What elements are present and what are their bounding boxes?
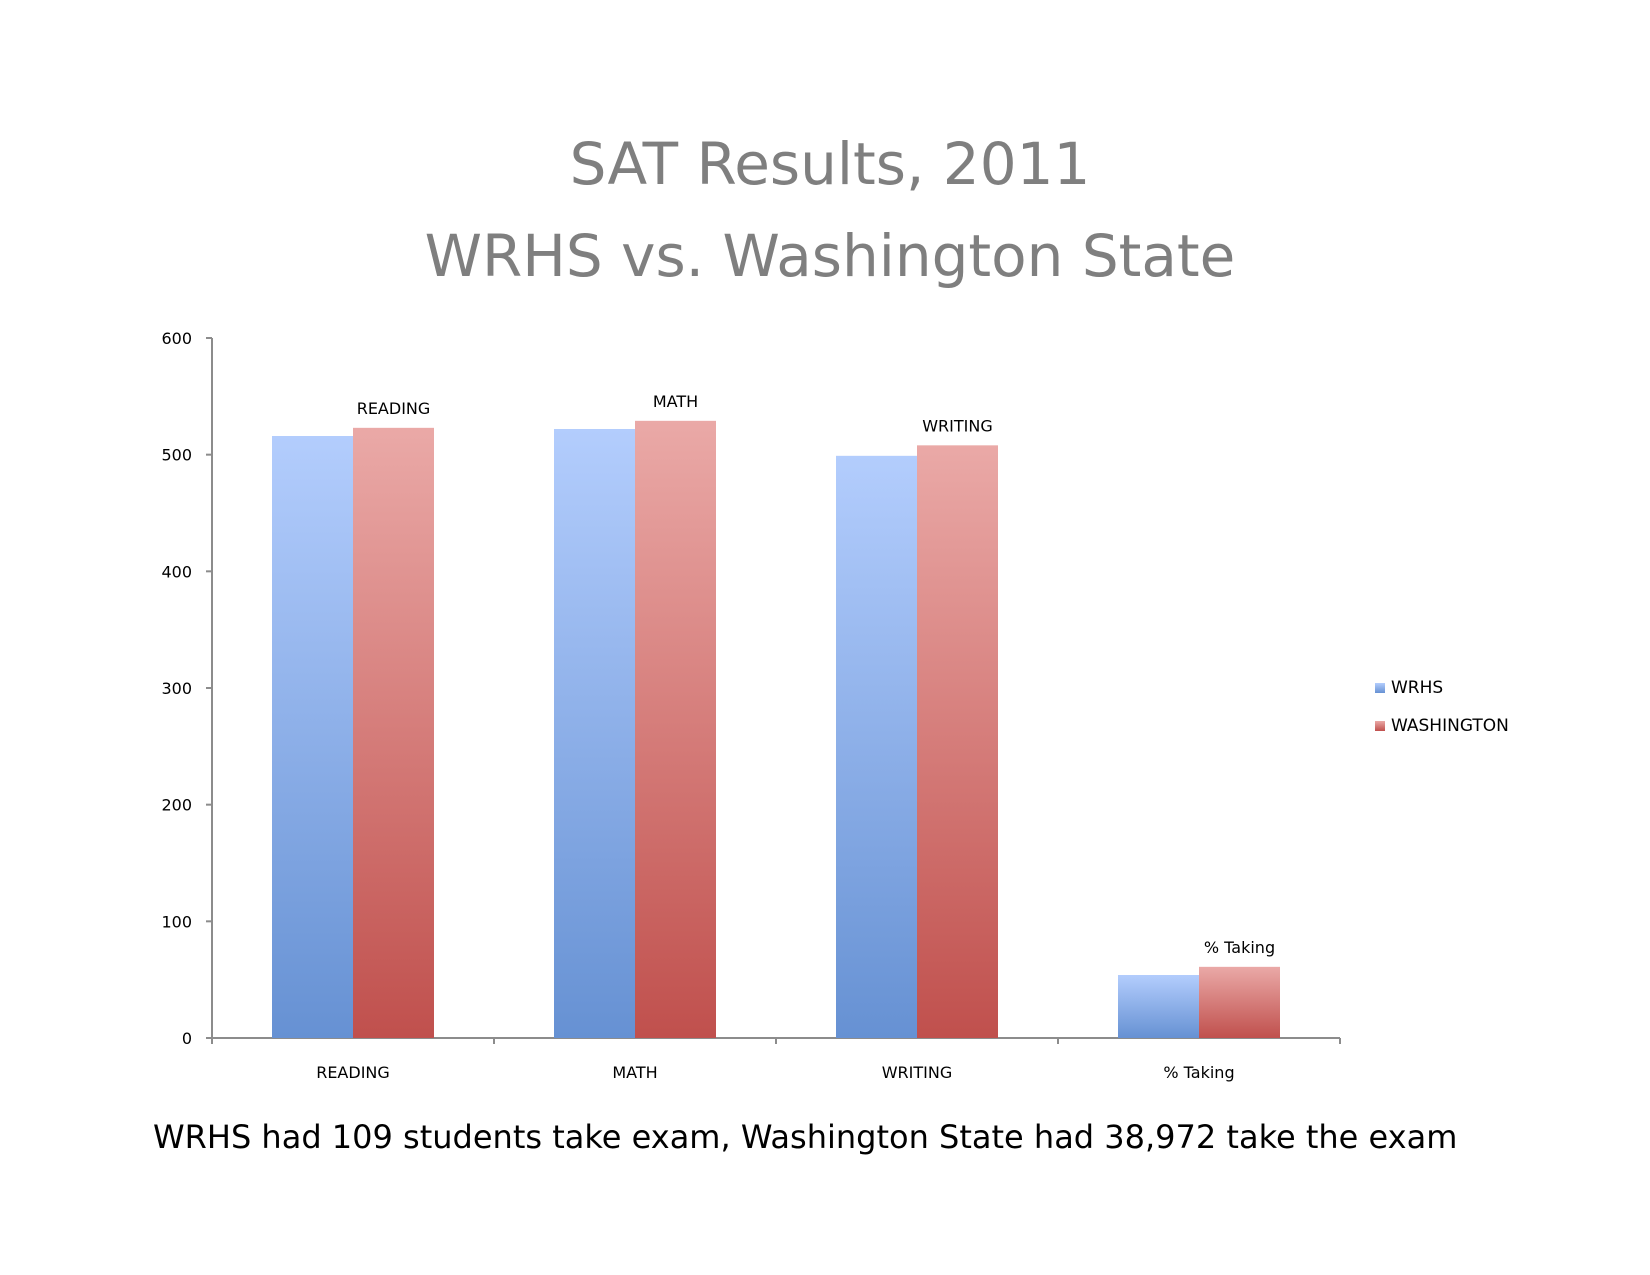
legend-label: WASHINGTON (1391, 716, 1509, 736)
data-label: % Taking (1204, 938, 1275, 957)
bar-wrhs-3 (1118, 975, 1199, 1038)
bar-wrhs-0 (272, 436, 353, 1038)
y-tick-label: 0 (182, 1029, 192, 1048)
bar-washington-0 (353, 427, 434, 1038)
y-tick-label: 600 (161, 329, 192, 348)
y-tick-label: 400 (161, 562, 192, 581)
x-tick-label: % Taking (1163, 1063, 1234, 1082)
bar-wrhs-2 (836, 455, 917, 1038)
data-label: READING (357, 399, 431, 418)
data-label: WRITING (922, 416, 993, 435)
y-tick-label: 100 (161, 912, 192, 931)
chart-title-line-1: SAT Results, 2011 (569, 130, 1091, 198)
legend-swatch-wrhs (1375, 683, 1385, 693)
x-tick-label: WRITING (882, 1063, 953, 1082)
bar-washington-3 (1199, 966, 1280, 1038)
caption: WRHS had 109 students take exam, Washing… (153, 1118, 1458, 1156)
data-label: MATH (653, 392, 698, 411)
bar-washington-1 (635, 420, 716, 1038)
y-tick-label: 200 (161, 796, 192, 815)
chart-title-line-2: WRHS vs. Washington State (424, 222, 1236, 290)
legend-label: WRHS (1391, 678, 1443, 698)
x-tick-label: READING (316, 1063, 390, 1082)
x-tick-label: MATH (612, 1063, 657, 1082)
bar-washington-2 (917, 445, 998, 1038)
y-tick-label: 300 (161, 679, 192, 698)
legend-swatch-washington (1375, 721, 1385, 731)
bar-chart: 0 100 200 300 400 500 600 READING READING MATH MAT… (161, 329, 1509, 1082)
bar-wrhs-1 (554, 429, 635, 1038)
y-tick-label: 500 (161, 446, 192, 465)
